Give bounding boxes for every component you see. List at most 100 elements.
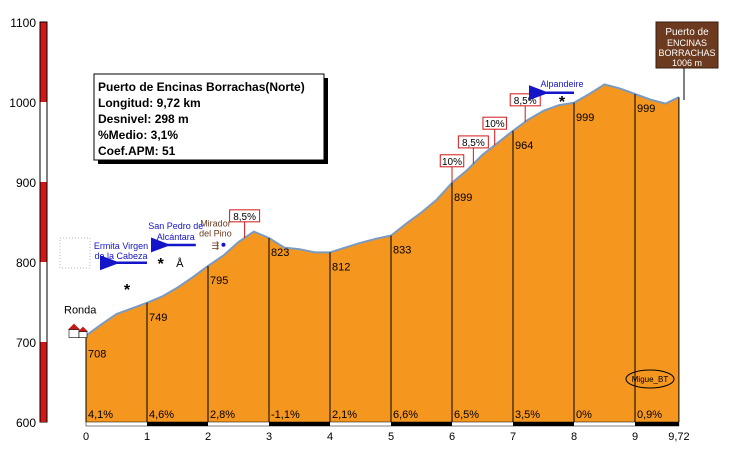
landmark-label: Mirador	[200, 219, 231, 229]
x-tick-label: 2	[205, 431, 211, 443]
roof-icon	[78, 326, 88, 332]
altitude-bar-segment	[40, 102, 47, 182]
km-altitude-label: 833	[393, 245, 411, 257]
km-altitude-label: 823	[271, 247, 289, 259]
segment-gradient-label: 3,5%	[515, 409, 540, 421]
x-axis-segment	[147, 422, 208, 426]
segment-gradient-label: 4,1%	[88, 409, 113, 421]
peak-gradient-label: 8,5%	[514, 96, 537, 107]
stat-length: Longitud: 9,72 km	[98, 96, 201, 110]
empty-placeholder-box	[59, 237, 91, 269]
km-altitude-label: 708	[88, 349, 106, 361]
landmark-label: del Pino	[199, 229, 232, 239]
credit-oval	[625, 369, 675, 389]
segment-gradient-label: 0,9%	[637, 409, 662, 421]
stat-apm-coefficient: Coef.APM: 51	[98, 144, 176, 158]
altitude-bar-segment	[40, 342, 47, 422]
altitude-bar-segment	[40, 22, 47, 102]
peak-gradient-box	[457, 135, 489, 149]
km-dividers	[146, 94, 636, 422]
km-altitude-label: 999	[576, 112, 594, 124]
altitude-scale-bar	[39, 21, 48, 423]
peak-gradient-label: 8,5%	[462, 138, 485, 149]
summit-sign-line: BORRACHAS	[658, 48, 715, 58]
house-icon	[78, 331, 88, 338]
segment-gradient-label: 4,6%	[149, 409, 174, 421]
x-tick-label: 1	[144, 431, 150, 443]
stat-average-gradient: %Medio: 3,1%	[98, 128, 178, 142]
x-tick-label: 9	[632, 431, 638, 443]
x-tick-label: 9,72	[668, 431, 689, 443]
landmark-label: Alcántara	[157, 232, 195, 242]
segment-gradient-label: 2,8%	[210, 409, 235, 421]
town-label: Ronda	[64, 305, 97, 317]
km-altitude-label: 812	[332, 261, 350, 273]
summit-sign: Puerto de ENCINAS BORRACHAS 1006 m	[655, 21, 719, 100]
x-tick-label: 8	[571, 431, 577, 443]
x-tick-label: 0	[83, 431, 89, 443]
km-altitude-label: 749	[149, 312, 167, 324]
y-tick-label: 800	[16, 256, 36, 270]
summit-sign-line: 1006 m	[672, 58, 702, 68]
landmark-label: Alpandeire	[540, 79, 583, 89]
elevation-profile	[85, 83, 680, 423]
profile-outline	[85, 83, 680, 337]
altitude-bar-segment	[40, 262, 47, 342]
x-axis: 0 1 2 3 4 5 6 7 8 9 9,72	[83, 421, 690, 443]
y-tick-label: 1100	[10, 16, 36, 30]
x-tick-label: 5	[388, 431, 394, 443]
summit-sign-line: ENCINAS	[667, 38, 707, 48]
segment-gradient-labels: 4,1% 4,6% 2,8% -1,1% 2,1% 6,6% 6,5% 3,5% 0% 0,9%	[88, 409, 662, 421]
landmark-label: de la Cabeza	[94, 251, 147, 261]
km-altitude-label: 999	[637, 103, 655, 115]
segment-gradient-label: 0%	[576, 409, 592, 421]
segment-gradient-label: 6,5%	[454, 409, 479, 421]
monument-icon: Å	[176, 257, 184, 270]
stat-elevation-gain: Desnivel: 298 m	[98, 112, 189, 126]
summit-sign-line: Puerto de	[665, 27, 709, 38]
segment-gradient-label: -1,1%	[271, 409, 300, 421]
climb-title: Puerto de Encinas Borrachas(Norte)	[98, 80, 305, 94]
x-tick-label: 3	[266, 431, 272, 443]
town-icon	[68, 323, 88, 338]
x-axis-segment	[391, 422, 452, 426]
x-tick-label: 7	[510, 431, 516, 443]
peak-gradient-box	[482, 116, 507, 130]
climb-info-box: Puerto de Encinas Borrachas(Norte) Longi…	[93, 73, 328, 164]
roof-icon	[68, 323, 80, 330]
profile-fill	[86, 84, 679, 423]
y-tick-label: 600	[16, 416, 36, 430]
peak-gradient-label: 10%	[442, 157, 462, 168]
junction-star-icon: *	[559, 94, 566, 111]
segment-gradient-label: 6,6%	[393, 409, 418, 421]
km-altitude-label: 964	[515, 140, 533, 152]
y-tick-label: 1000	[9, 96, 36, 110]
hermitage-icon: *	[124, 282, 131, 299]
y-tick-label: 900	[16, 176, 36, 190]
junction-star-icon: *	[158, 256, 165, 273]
landmark-label: Ermita Virgen	[94, 241, 148, 251]
km-altitude-labels: 708 749 795 823 812 833 899 964 999 999	[88, 103, 655, 361]
x-axis-segment	[635, 422, 679, 426]
viewpoint-dot	[221, 242, 226, 247]
author-credit: Migue_BT	[625, 369, 675, 389]
peak-gradient-box	[229, 209, 261, 223]
x-tick-label: 6	[449, 431, 455, 443]
house-icon	[68, 329, 80, 338]
viewpoint-icon: ⇶	[212, 241, 220, 251]
altitude-bar-segment	[40, 182, 47, 262]
info-box-panel	[93, 73, 325, 161]
x-axis-segment	[269, 422, 330, 426]
peak-gradient-label: 10%	[485, 119, 505, 130]
segment-gradient-label: 2,1%	[332, 409, 357, 421]
x-tick-label: 4	[327, 431, 333, 443]
credit-text: Migue_BT	[632, 375, 669, 384]
peak-gradient-box	[439, 154, 465, 168]
peak-gradient-label: 8,5%	[233, 212, 256, 223]
landmark-label: San Pedro de	[148, 221, 203, 231]
y-axis-ticks: 600 700 800 900 1000 1100	[9, 16, 36, 430]
y-tick-label: 700	[16, 336, 36, 350]
x-axis-segment	[513, 422, 574, 426]
